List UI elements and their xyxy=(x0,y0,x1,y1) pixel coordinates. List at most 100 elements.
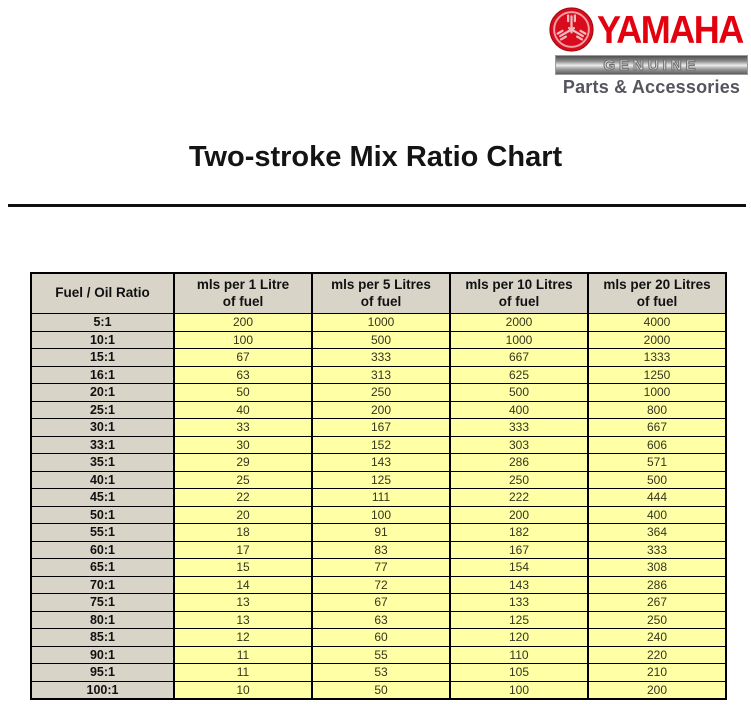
table-row: 35:1 29 143 286 571 xyxy=(30,453,727,472)
value-cell: 100 xyxy=(311,505,451,524)
value-cell: 91 xyxy=(311,523,451,542)
table-row: 90:1 11 55 110 220 xyxy=(30,645,727,664)
value-cell: 29 xyxy=(173,453,313,472)
value-cell: 1000 xyxy=(449,330,589,349)
ratio-cell: 55:1 xyxy=(30,523,175,542)
value-cell: 2000 xyxy=(587,330,727,349)
ratio-cell: 100:1 xyxy=(30,680,175,700)
value-cell: 167 xyxy=(311,418,451,437)
table-row: 25:1 40 200 400 800 xyxy=(30,400,727,419)
ratio-cell: 85:1 xyxy=(30,628,175,647)
table-row: 5:1 200 1000 2000 4000 xyxy=(30,313,727,332)
table-row: 20:1 50 250 500 1000 xyxy=(30,383,727,402)
ratio-cell: 90:1 xyxy=(30,645,175,664)
value-cell: 625 xyxy=(449,365,589,384)
value-cell: 303 xyxy=(449,435,589,454)
value-cell: 500 xyxy=(311,330,451,349)
ratio-cell: 75:1 xyxy=(30,593,175,612)
value-cell: 200 xyxy=(587,680,727,700)
value-cell: 4000 xyxy=(587,313,727,332)
value-cell: 2000 xyxy=(449,313,589,332)
table-row: 70:1 14 72 143 286 xyxy=(30,575,727,594)
value-cell: 133 xyxy=(449,593,589,612)
value-cell: 571 xyxy=(587,453,727,472)
value-cell: 800 xyxy=(587,400,727,419)
table-row: 10:1 100 500 1000 2000 xyxy=(30,330,727,349)
value-cell: 67 xyxy=(173,348,313,367)
value-cell: 111 xyxy=(311,488,451,507)
value-cell: 240 xyxy=(587,628,727,647)
value-cell: 143 xyxy=(311,453,451,472)
table-row: 60:1 17 83 167 333 xyxy=(30,540,727,559)
value-cell: 167 xyxy=(449,540,589,559)
value-cell: 17 xyxy=(173,540,313,559)
value-cell: 250 xyxy=(587,610,727,629)
value-cell: 22 xyxy=(173,488,313,507)
value-cell: 14 xyxy=(173,575,313,594)
value-cell: 444 xyxy=(587,488,727,507)
ratio-cell: 70:1 xyxy=(30,575,175,594)
ratio-cell: 25:1 xyxy=(30,400,175,419)
value-cell: 500 xyxy=(449,383,589,402)
value-cell: 50 xyxy=(173,383,313,402)
value-cell: 100 xyxy=(449,680,589,700)
ratio-cell: 5:1 xyxy=(30,313,175,332)
table-row: 16:1 63 313 625 1250 xyxy=(30,365,727,384)
table-row: 45:1 22 111 222 444 xyxy=(30,488,727,507)
table-row: 65:1 15 77 154 308 xyxy=(30,558,727,577)
value-cell: 20 xyxy=(173,505,313,524)
table-row: 50:1 20 100 200 400 xyxy=(30,505,727,524)
value-cell: 308 xyxy=(587,558,727,577)
value-cell: 77 xyxy=(311,558,451,577)
value-cell: 250 xyxy=(449,470,589,489)
table-row: 15:1 67 333 667 1333 xyxy=(30,348,727,367)
table-row: 95:1 11 53 105 210 xyxy=(30,663,727,682)
header-row: Fuel / Oil Ratio mls per 1 Litre of fuel… xyxy=(30,272,727,314)
ratio-cell: 33:1 xyxy=(30,435,175,454)
value-cell: 50 xyxy=(311,680,451,700)
genuine-banner: GENUINE xyxy=(555,55,748,75)
value-cell: 30 xyxy=(173,435,313,454)
value-cell: 210 xyxy=(587,663,727,682)
table-row: 75:1 13 67 133 267 xyxy=(30,593,727,612)
value-cell: 1250 xyxy=(587,365,727,384)
header-line-1: mls per 20 Litres xyxy=(603,276,711,292)
value-cell: 40 xyxy=(173,400,313,419)
ratio-cell: 30:1 xyxy=(30,418,175,437)
value-cell: 83 xyxy=(311,540,451,559)
ratio-cell: 80:1 xyxy=(30,610,175,629)
header-cell-10-litres: mls per 10 Litres of fuel xyxy=(449,272,589,314)
horizontal-rule xyxy=(8,204,746,207)
header-cell-1-litre: mls per 1 Litre of fuel xyxy=(173,272,313,314)
brand-row: YAMAHA xyxy=(549,7,748,52)
ratio-cell: 45:1 xyxy=(30,488,175,507)
value-cell: 18 xyxy=(173,523,313,542)
header-cell-ratio: Fuel / Oil Ratio xyxy=(30,272,175,314)
value-cell: 12 xyxy=(173,628,313,647)
ratio-cell: 60:1 xyxy=(30,540,175,559)
ratio-cell: 35:1 xyxy=(30,453,175,472)
header-line-1: mls per 10 Litres xyxy=(465,276,573,292)
value-cell: 110 xyxy=(449,645,589,664)
header-cell-5-litres: mls per 5 Litres of fuel xyxy=(311,272,451,314)
mix-ratio-table: Fuel / Oil Ratio mls per 1 Litre of fuel… xyxy=(30,272,727,700)
value-cell: 333 xyxy=(311,348,451,367)
value-cell: 222 xyxy=(449,488,589,507)
value-cell: 11 xyxy=(173,645,313,664)
value-cell: 1000 xyxy=(311,313,451,332)
value-cell: 143 xyxy=(449,575,589,594)
value-cell: 15 xyxy=(173,558,313,577)
value-cell: 10 xyxy=(173,680,313,700)
page-title: Two-stroke Mix Ratio Chart xyxy=(188,141,563,173)
header-cell-20-litres: mls per 20 Litres of fuel xyxy=(587,272,727,314)
header-line-2: of fuel xyxy=(222,293,264,309)
value-cell: 67 xyxy=(311,593,451,612)
ratio-cell: 15:1 xyxy=(30,348,175,367)
value-cell: 13 xyxy=(173,593,313,612)
value-cell: 182 xyxy=(449,523,589,542)
value-cell: 55 xyxy=(311,645,451,664)
ratio-cell: 50:1 xyxy=(30,505,175,524)
value-cell: 200 xyxy=(173,313,313,332)
header-line-1: Fuel / Oil Ratio xyxy=(55,285,150,301)
value-cell: 200 xyxy=(311,400,451,419)
